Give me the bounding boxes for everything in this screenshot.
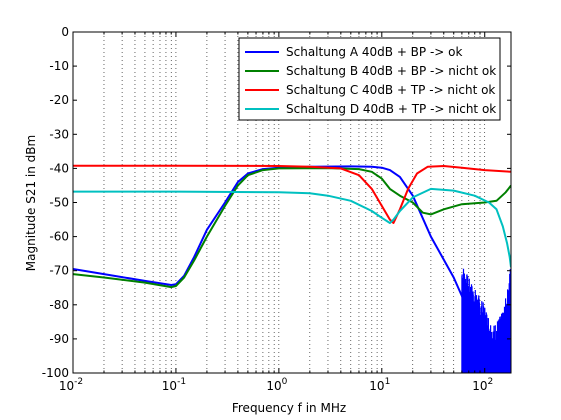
y-tick-label: 0 <box>61 25 69 39</box>
x-tick-label: 10-2 <box>59 377 83 393</box>
series-noise-schaltung-a <box>461 268 511 373</box>
x-tick-label: 10-1 <box>162 377 186 393</box>
y-tick-label: -50 <box>49 196 69 210</box>
y-tick-label: -10 <box>49 59 69 73</box>
legend: Schaltung A 40dB + BP -> ok Schaltung B 4… <box>238 37 501 121</box>
legend-label: Schaltung A 40dB + BP -> ok <box>286 45 463 59</box>
series-layer <box>73 164 511 373</box>
x-axis-label: Frequency f in MHz <box>232 401 346 415</box>
x-tick-label: 100 <box>266 377 287 393</box>
y-tick-label: -40 <box>49 161 69 175</box>
y-axis-label: Magnitude S21 in dBm <box>24 135 38 271</box>
series-line-schaltung-d <box>73 187 511 268</box>
x-tick-label: 101 <box>369 377 390 393</box>
y-tick-label: -90 <box>49 332 69 346</box>
legend-label: Schaltung C 40dB + TP -> nicht ok <box>286 83 495 97</box>
y-tick-label: -100 <box>42 366 69 380</box>
y-tick-label: -20 <box>49 93 69 107</box>
y-tick-label: -60 <box>49 230 69 244</box>
y-tick-label: -80 <box>49 298 69 312</box>
legend-label: Schaltung B 40dB + BP -> nicht ok <box>286 64 496 78</box>
legend-box <box>238 37 501 121</box>
x-tick-label: 102 <box>472 377 493 393</box>
y-tick-label: -70 <box>49 264 69 278</box>
legend-label: Schaltung D 40dB + TP -> nicht ok <box>286 102 496 116</box>
y-tick-label: -30 <box>49 127 69 141</box>
